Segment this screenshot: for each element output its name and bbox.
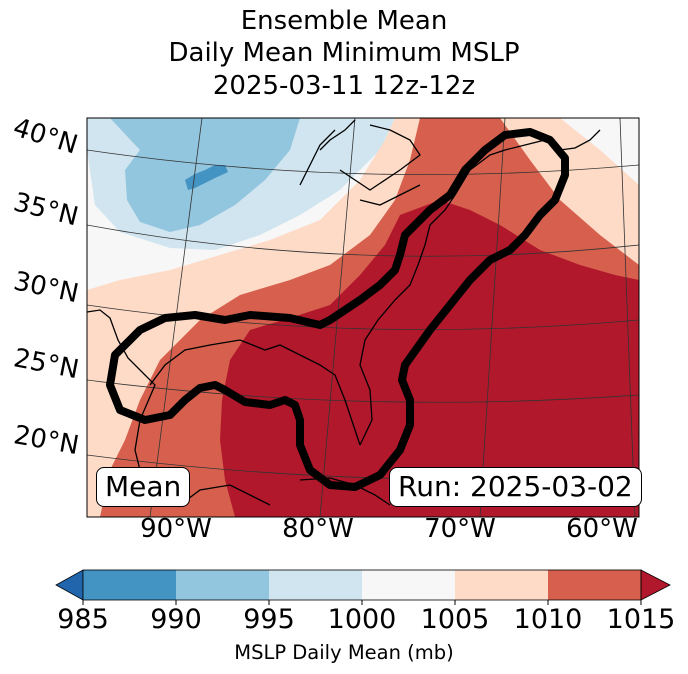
title-line-3: 2025-03-11 12z-12z (212, 71, 476, 101)
pressure-field (87, 118, 639, 517)
lon-label-90w: 90°W (140, 514, 212, 544)
colorbar-tick-label: 990 (150, 604, 202, 635)
colorbar-extend-under (55, 569, 84, 601)
thick-contour (106, 128, 569, 491)
field-985-990 (185, 165, 228, 190)
colorbar-bin-985-990 (83, 570, 176, 600)
map-frame (86, 117, 640, 518)
title-line-1: Ensemble Mean (240, 6, 448, 36)
lon-label-80w: 80°W (282, 514, 354, 544)
colorbar-bin-995-1000 (269, 570, 362, 600)
coastlines (87, 119, 601, 506)
annotation-run-date: Run: 2025-03-02 (389, 467, 642, 507)
parallel-25n (87, 379, 639, 403)
parallel-35n (87, 224, 639, 257)
colorbar-tick-label: 995 (243, 604, 295, 635)
coastline-florida-east (359, 149, 506, 446)
colorbar-tick-label: 1010 (513, 604, 583, 635)
field-above-1015 (220, 200, 639, 517)
lon-label-60w: 60°W (566, 514, 638, 544)
colorbar-tick-label: 1000 (327, 604, 397, 635)
colorbar-bin-1000-1005 (362, 570, 455, 600)
colorbar-tick-label: 985 (57, 604, 109, 635)
title-line-2: Daily Mean Minimum MSLP (168, 38, 520, 68)
coastline-gulf-north (149, 339, 361, 446)
annotation-mean: Mean (96, 467, 191, 507)
meridian-60w (619, 118, 636, 517)
colorbar (55, 569, 671, 605)
colorbar-tick-label: 1015 (606, 604, 676, 635)
colorbar-label: MSLP Daily Mean (mb) (234, 641, 454, 664)
colorbar-bin-1010-1015 (548, 570, 641, 600)
lon-label-70w: 70°W (424, 514, 496, 544)
coastline-gulf-texas (87, 309, 156, 471)
colorbar-extend-over (640, 569, 671, 601)
colorbar-ticks (82, 600, 642, 605)
great-lakes (299, 119, 421, 206)
meridian-70w (479, 118, 506, 517)
colorbar-bin-990-995 (176, 570, 269, 600)
colorbar-tick-label: 1005 (420, 604, 490, 635)
colorbar-bin-1005-1010 (455, 570, 548, 600)
